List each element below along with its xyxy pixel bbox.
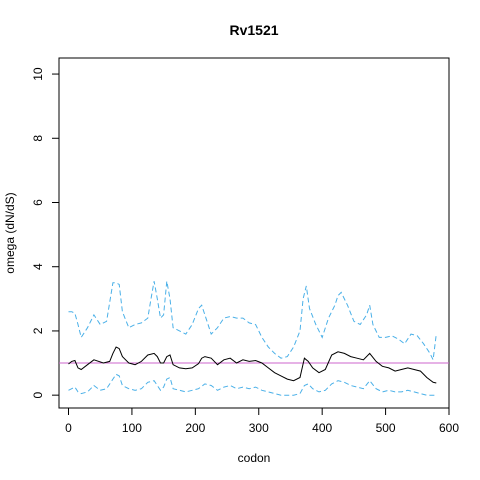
y-tick-label: 4 xyxy=(31,263,45,270)
x-tick-label: 300 xyxy=(249,421,269,435)
upper-series-line xyxy=(68,281,437,362)
lower-series-line xyxy=(68,373,437,396)
plot-layer: 0 100 200 300 400 500 600 0 2 4 6 8 10 xyxy=(31,67,459,435)
y-tick-label: 0 xyxy=(31,391,45,398)
x-axis-label: codon xyxy=(238,451,271,465)
x-tick-label: 600 xyxy=(439,421,459,435)
omega-series-line xyxy=(68,346,437,384)
x-tick-label: 0 xyxy=(65,421,72,435)
y-tick-label: 6 xyxy=(31,199,45,206)
x-tick-label: 200 xyxy=(185,421,205,435)
x-tick-label: 500 xyxy=(376,421,396,435)
x-tick-label: 100 xyxy=(122,421,142,435)
plot-frame xyxy=(58,57,450,409)
y-tick-label: 10 xyxy=(31,67,45,81)
y-tick-label: 2 xyxy=(31,327,45,334)
y-tick-label: 8 xyxy=(31,135,45,142)
y-axis-label: omega (dN/dS) xyxy=(3,192,17,273)
x-tick-label: 400 xyxy=(312,421,332,435)
chart-title: Rv1521 xyxy=(229,22,278,38)
